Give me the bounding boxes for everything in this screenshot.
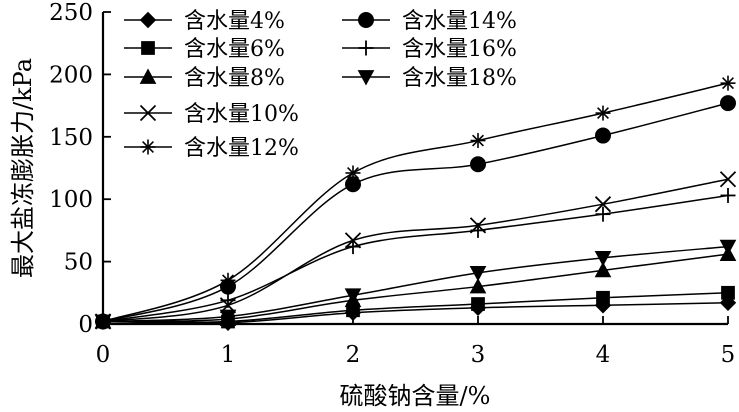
series-line-3: [102, 253, 729, 323]
legend-label-3: 含水量8%: [184, 66, 285, 91]
legend-label-2: 含水量6%: [184, 37, 285, 62]
series-8-point-5: [594, 250, 612, 267]
series-5-point-6-stroke-d: [722, 77, 734, 90]
series-5-point-4: [470, 133, 486, 149]
series-8-point-4: [469, 265, 487, 282]
series-8-point-1: [94, 314, 112, 331]
series-3-point-4: [469, 278, 487, 294]
legend-label-5: 含水量12%: [184, 136, 299, 161]
series-2-point-5: [596, 290, 610, 305]
x-tick-label-4: 4: [596, 342, 611, 368]
series-6-point-6: [720, 95, 736, 112]
y-tick-label-250: 250: [49, 0, 93, 26]
series-7-point-4: [470, 222, 486, 238]
series-5-point-6: [720, 75, 736, 91]
series-2-point-4: [471, 297, 485, 311]
y-tick-label-50: 50: [64, 250, 93, 276]
legend-label-7: 含水量16%: [402, 37, 517, 62]
series-5-point-4-stroke-d: [472, 134, 484, 147]
series-line-5: [102, 82, 729, 323]
x-tick-label-0: 0: [96, 342, 111, 368]
y-tick-label-100: 100: [49, 187, 93, 213]
legend-marker-4-stroke-b: [139, 104, 157, 122]
y-tick-label-200: 200: [49, 62, 93, 88]
legend-marker-8: [357, 70, 375, 86]
series-6-point-2: [220, 278, 236, 295]
series-7-point-5: [595, 206, 611, 222]
legend-label-8: 含水量18%: [402, 66, 517, 91]
legend-marker-7: [358, 40, 374, 56]
legend-label-6: 含水量14%: [402, 9, 517, 34]
series-line-2: [102, 292, 729, 324]
series-4-point-5-stroke-b: [594, 196, 612, 213]
series-line-1: [102, 302, 729, 324]
series-3-point-5: [594, 261, 612, 278]
series-2-point-6: [721, 285, 735, 300]
y-tick-label-150: 150: [49, 125, 93, 151]
series-8-point-3: [344, 288, 362, 304]
x-tick-label-2: 2: [346, 342, 361, 368]
series-5-point-5: [595, 105, 611, 121]
series-7-point-2: [220, 292, 236, 308]
legend-marker-3: [139, 68, 157, 84]
x-tick-label-3: 3: [471, 342, 486, 368]
series-6-point-3: [345, 176, 361, 193]
series-8-point-2: [219, 309, 237, 326]
x-tick-label-5: 5: [721, 342, 736, 368]
legend-marker-2: [141, 41, 155, 55]
legend-marker-1: [139, 11, 157, 29]
series-4-point-6-stroke-b: [719, 171, 737, 188]
legend-label-4: 含水量10%: [184, 102, 299, 127]
y-tick-label-0: 0: [78, 312, 93, 338]
series-7-point-6: [720, 187, 736, 203]
series-line-4: [102, 178, 729, 323]
legend-marker-6: [358, 12, 374, 28]
series-4-point-6: [719, 171, 737, 188]
series-5-point-3-stroke-d: [347, 167, 359, 179]
legend-marker-5: [140, 139, 156, 155]
series-7-point-3: [345, 239, 361, 255]
series-line-6: [102, 102, 729, 323]
series-4-point-5: [594, 196, 612, 213]
legend-marker-4: [139, 104, 157, 122]
series-line-7: [102, 194, 729, 323]
series-8-point-6: [719, 239, 737, 256]
y-axis-label: 最大盐冻膨胀力/kPa: [9, 58, 37, 278]
series-5-point-5-stroke-d: [597, 107, 609, 120]
series-line-8: [102, 245, 729, 323]
legend-marker-5-stroke-d: [142, 141, 154, 153]
x-axis-label: 硫酸钠含量/%: [340, 382, 491, 410]
x-tick-label-1: 1: [221, 342, 236, 368]
series-6-point-5: [595, 127, 611, 144]
legend-label-1: 含水量4%: [184, 9, 285, 34]
series-6-point-4: [470, 156, 486, 173]
